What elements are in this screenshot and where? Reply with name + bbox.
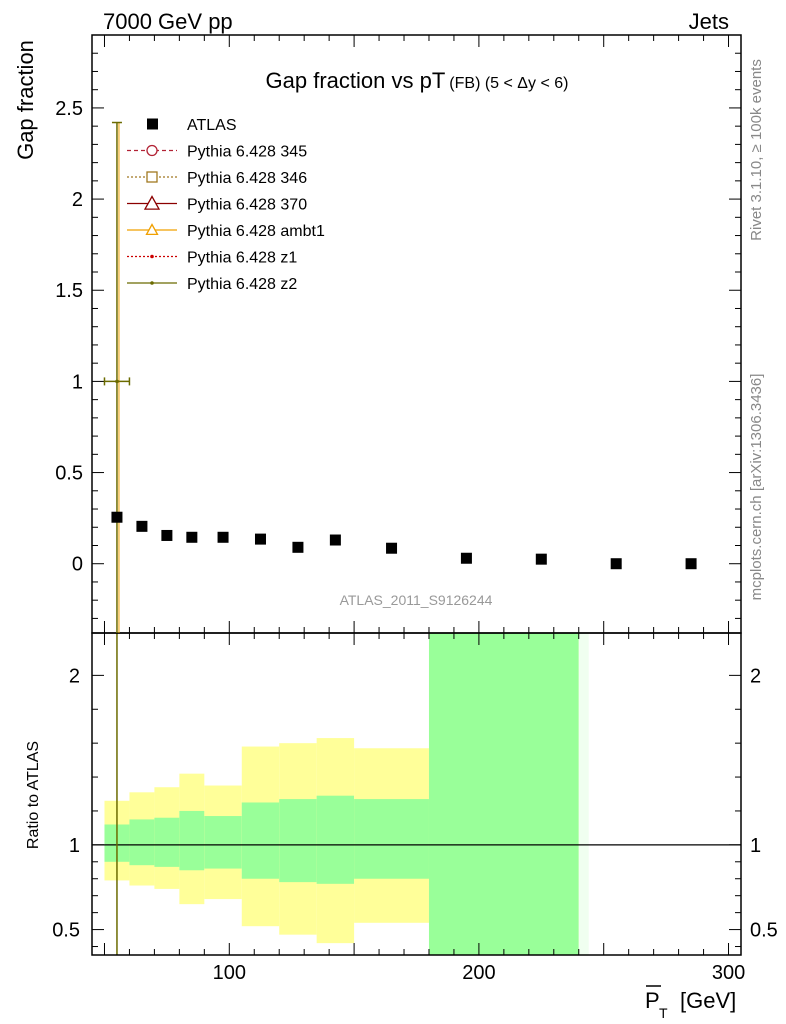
legend-entry: Pythia 6.428 z2 [127,276,297,293]
ratio-band-stat-6 [279,799,317,883]
main-y-tick-label: 1.5 [55,280,83,302]
x-tick-label: 100 [213,962,246,984]
legend: ATLAS Pythia 6.428 345 Pythia 6.428 346 Pyt… [127,117,325,293]
xlabel-p: P [645,988,660,1013]
ratio-band-stat-5 [241,802,280,879]
main-y-tick-label: 0 [72,554,83,576]
main-frame [91,34,742,634]
ratio-band-stat-8 [354,799,429,879]
ratio-band-stat-4 [204,816,242,869]
ratio-bands [92,633,741,955]
ratio-y-tick-label-left: 1 [69,835,80,857]
legend-label: ATLAS [187,117,237,134]
rivet-label: Rivet 3.1.10, ≥ 100k events [748,59,765,241]
mc-point [115,379,119,384]
atlas-point [535,553,547,565]
legend-label: Pythia 6.428 345 [187,144,307,161]
atlas-point [329,534,341,546]
legend-label: Pythia 6.428 z1 [187,250,297,267]
atlas-point [186,531,198,543]
atlas-point [111,511,123,523]
ratio-y-tick-label-right: 1 [750,835,761,857]
main-y-tick-label: 1 [72,371,83,393]
legend-entry: Pythia 6.428 346 [127,170,307,187]
header-right: Jets [689,9,729,34]
x-tick-label: 300 [712,962,745,984]
legend-label: Pythia 6.428 370 [187,197,307,214]
header-left: 7000 GeV pp [103,9,233,34]
atlas-point [460,552,472,564]
ratio-band-stat-1 [129,819,155,866]
main-y-tick-label: 0.5 [55,463,83,485]
ratio-band-stat-7 [316,795,355,884]
main-axes: 0 0.5 1 1.5 2 2.5 [55,34,742,634]
ratio-y-tick-label-right: 0.5 [750,920,778,942]
ratio-band-stat-9 [428,633,579,955]
ratio-band-stat-2 [154,817,180,867]
svg-text:Gap fraction vs pT(FB) (5 < Δy: Gap fraction vs pT (FB) (5 < Δy < 6) [266,68,569,93]
mcplots-label: mcplots.cern.ch [arXiv:1306.3436] [748,374,765,601]
watermark: ATLAS_2011_S9126244 [340,592,493,608]
legend-entry: Pythia 6.428 370 [127,195,307,214]
atlas-point [610,558,622,570]
legend-label: Pythia 6.428 z2 [187,276,297,293]
atlas-point [386,542,398,554]
atlas-point [254,533,266,545]
legend-entry: Pythia 6.428 ambt1 [127,223,325,240]
main-y-tick-label: 2.5 [55,98,83,120]
legend-entry: Pythia 6.428 345 [127,144,307,161]
x-tick-label: 200 [462,962,495,984]
xlabel-unit: [GeV] [680,988,736,1013]
atlas-point [292,541,304,553]
legend-marker-dot [150,281,154,285]
legend-label: Pythia 6.428 346 [187,170,307,187]
ratio-ylabel: Ratio to ATLAS [25,741,42,849]
legend-marker-triangle [143,195,161,210]
main-title: Gap fraction vs pT (FB) (5 < Δy < 6) [266,68,569,93]
main-y-tick-label: 2 [72,189,83,211]
atlas-point [161,529,173,541]
legend-label: Pythia 6.428 ambt1 [187,223,325,240]
legend-marker-atlas [147,118,158,130]
legend-entry: ATLAS [147,117,237,134]
atlas-point [136,520,148,532]
atlas-point [217,531,229,543]
title-sub: (FB) (5 < Δy < 6) [449,75,568,92]
ratio-y-tick-label-right: 2 [750,665,761,687]
ratio-band-stat-3 [179,810,205,871]
title-main: Gap fraction vs pT [266,68,446,93]
atlas-point [685,558,697,570]
legend-marker-dot [150,254,154,259]
main-marks [103,121,697,633]
ratio-y-tick-label-left: 0.5 [52,920,80,942]
legend-marker-square [146,171,158,183]
ratio-band-pale-10 [578,633,589,955]
legend-entry: Pythia 6.428 z1 [127,250,297,267]
legend-marker-triangle [145,223,159,236]
main-ylabel: Gap fraction [13,40,38,160]
legend-marker-circle [146,144,158,157]
ratio-y-tick-label-left: 2 [69,665,80,687]
xlabel-sub: T [659,1005,668,1021]
x-axis-label: P T [GeV] [645,985,736,1021]
